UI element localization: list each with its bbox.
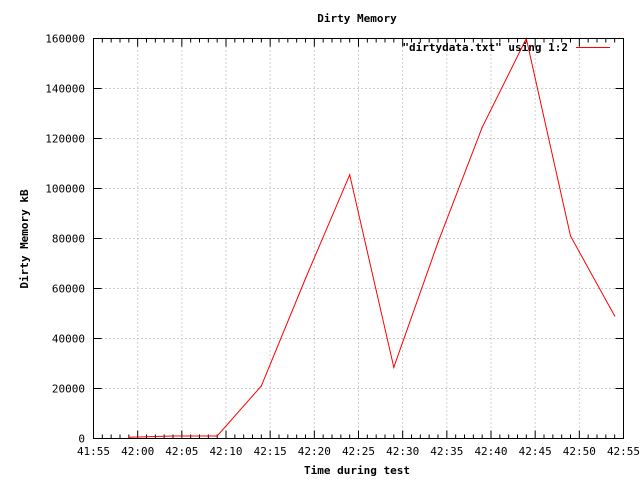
y-tick-labels: 0 20000 40000 60000 80000 100000 120000 140000 1… bbox=[45, 33, 85, 446]
data-point bbox=[393, 366, 395, 368]
y-tick-label: 60000 bbox=[52, 283, 85, 296]
x-tick-label: 42:10 bbox=[209, 445, 242, 458]
y-tick-label: 100000 bbox=[45, 183, 85, 196]
x-tick-label: 42:20 bbox=[298, 445, 331, 458]
x-tick-label: 42:40 bbox=[474, 445, 507, 458]
y-tick-label: 40000 bbox=[52, 333, 85, 346]
data-point bbox=[614, 315, 616, 317]
x-tick-label: 42:55 bbox=[607, 445, 640, 458]
series-line bbox=[128, 37, 616, 438]
data-point bbox=[128, 436, 130, 438]
data-point bbox=[437, 241, 439, 243]
x-tick-label: 42:50 bbox=[563, 445, 596, 458]
x-tick-label: 42:35 bbox=[430, 445, 463, 458]
data-point bbox=[216, 435, 218, 437]
y-tick-label: 20000 bbox=[52, 383, 85, 396]
data-point bbox=[481, 126, 483, 128]
data-point bbox=[260, 385, 262, 387]
y-tick-label: 120000 bbox=[45, 133, 85, 146]
data-point bbox=[172, 435, 174, 437]
x-tick-label: 41:55 bbox=[77, 445, 110, 458]
grid-lines bbox=[93, 38, 624, 439]
chart-title: Dirty Memory bbox=[317, 12, 397, 25]
x-tick-label: 42:25 bbox=[342, 445, 375, 458]
y-tick-label: 140000 bbox=[45, 83, 85, 96]
y-tick-label: 80000 bbox=[52, 233, 85, 246]
x-tick-labels: 41:55 42:00 42:05 42:10 42:15 42:20 42:25 42:30… bbox=[77, 445, 640, 458]
y-axis-label: Dirty Memory kB bbox=[18, 189, 31, 289]
y-tick-label: 0 bbox=[78, 433, 85, 446]
series-layer bbox=[128, 37, 616, 438]
legend-entry-label: "dirtydata.txt" using 1:2 bbox=[402, 41, 568, 54]
x-tick-label: 42:30 bbox=[386, 445, 419, 458]
legend: "dirtydata.txt" using 1:2 bbox=[402, 41, 610, 54]
x-tick-label: 42:15 bbox=[254, 445, 287, 458]
x-tick-label: 42:05 bbox=[165, 445, 198, 458]
data-point bbox=[569, 235, 572, 237]
data-point bbox=[304, 277, 307, 280]
y-tick-label: 160000 bbox=[45, 33, 85, 46]
x-axis-label: Time during test bbox=[304, 464, 410, 477]
x-tick-label: 42:00 bbox=[121, 445, 154, 458]
data-point bbox=[349, 174, 351, 176]
plot-frame bbox=[93, 38, 624, 439]
x-tick-label: 42:45 bbox=[519, 445, 552, 458]
